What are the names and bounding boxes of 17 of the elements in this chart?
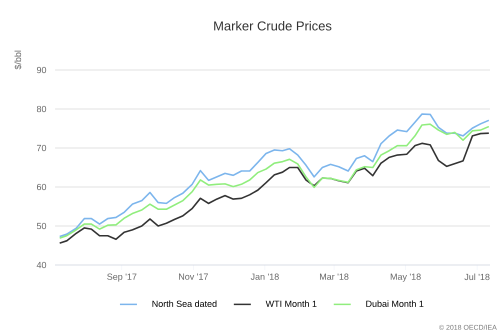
- y-tick-label: 80: [36, 106, 46, 112]
- y-tick-label: 90: [36, 66, 46, 74]
- y-tick-label: 70: [36, 144, 46, 152]
- legend-label: Dubai Month 1: [366, 300, 424, 307]
- chart-title: Marker Crude Prices: [214, 20, 332, 31]
- y-axis-title: $/bbl: [14, 50, 22, 70]
- x-tick-label: Nov '17: [179, 274, 208, 280]
- x-tick-label: Jan '18: [250, 274, 279, 280]
- x-tick-label: May '18: [390, 274, 421, 282]
- legend-label: WTI Month 1: [266, 300, 317, 307]
- x-tick-label: Sep '17: [107, 274, 136, 282]
- x-tick-label: Mar '18: [320, 274, 348, 280]
- y-tick-label: 60: [36, 184, 46, 190]
- y-tick-label: 40: [36, 262, 46, 268]
- y-tick-label: 50: [36, 222, 46, 230]
- x-tick-label: Jul '18: [464, 274, 490, 280]
- legend-label: North Sea dated: [152, 300, 216, 307]
